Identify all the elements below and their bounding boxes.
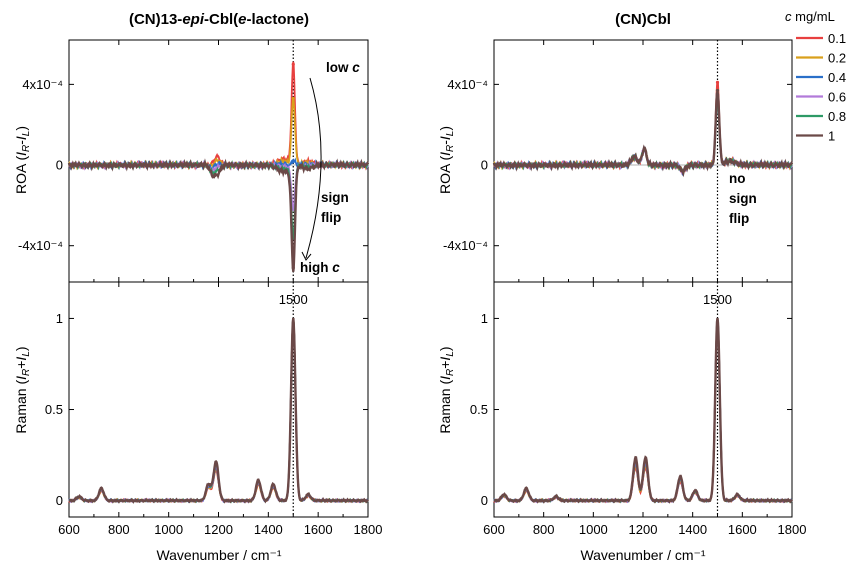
x-tick-label: 1400	[254, 522, 283, 537]
y-tick-label: -4x10⁻⁴	[18, 238, 63, 253]
annotation-high-c: high c	[300, 260, 340, 275]
right-raman-marker-label: 1500	[703, 292, 732, 307]
x-tick-label: 1000	[579, 522, 608, 537]
x-tick-label: 1600	[304, 522, 333, 537]
y-tick-label: 0.5	[45, 402, 63, 417]
legend-label: 0.6	[828, 90, 846, 105]
y-tick-label: 1	[56, 311, 63, 326]
legend-label: 0.4	[828, 70, 846, 85]
left-roa-peak-point	[291, 96, 295, 101]
y-tick-label: 4x10⁻⁴	[22, 77, 63, 92]
y-tick-label: 4x10⁻⁴	[447, 77, 488, 92]
annotation-arrowhead	[301, 251, 312, 261]
annotation-no: no	[729, 171, 746, 186]
legend-label: 0.2	[828, 51, 846, 66]
annotation-no-flip: flip	[729, 211, 749, 226]
left-roa-peak-point	[291, 266, 295, 270]
right-roa-series-line	[492, 91, 794, 178]
x-tick-label: 1200	[629, 522, 658, 537]
y-tick-label: 0	[56, 158, 63, 173]
right-raman-ylabel: Raman (IR+IL)	[437, 346, 456, 433]
left-roa-plot: 4x10⁻⁴ 0 -4x10⁻⁴	[18, 39, 370, 283]
annotation-sign: sign	[321, 190, 349, 205]
right-roa-peak-point	[715, 80, 720, 84]
y-tick-label: 0	[56, 493, 63, 508]
x-tick-label: 1200	[204, 522, 233, 537]
y-tick-label: 0.5	[470, 402, 488, 417]
left-raman-series-line	[68, 317, 370, 504]
right-roa-plot: 4x10⁻⁴ 0 -4x10⁻⁴	[443, 39, 794, 283]
right-panel-title: (CN)Cbl	[615, 11, 671, 28]
y-tick-label: -4x10⁻⁴	[443, 238, 488, 253]
left-roa-peak-point	[291, 62, 295, 66]
left-raman-marker-label: 1500	[279, 292, 308, 307]
annotation-low-c: low c	[326, 60, 360, 75]
y-tick-label: 0	[481, 493, 488, 508]
legend-label: 1	[828, 129, 835, 144]
annotation-no-sign: sign	[729, 191, 757, 206]
y-tick-label: 0	[481, 158, 488, 173]
legend-label: 0.1	[828, 31, 846, 46]
left-roa-series-line	[68, 61, 369, 171]
x-tick-label: 1600	[728, 522, 757, 537]
right-roa-ylabel: ROA (IR-IL)	[437, 126, 456, 194]
right-roa-peak-point	[715, 88, 720, 93]
left-roa-peak-point	[291, 159, 295, 163]
right-raman-series-line	[493, 317, 794, 504]
x-tick-label: 600	[483, 522, 505, 537]
x-tick-label: 1000	[154, 522, 183, 537]
legend-label: 0.8	[828, 109, 846, 124]
annotation-flip: flip	[321, 210, 341, 225]
right-xlabel: Wavenumber / cm⁻¹	[580, 547, 705, 563]
x-tick-label: 1800	[354, 522, 383, 537]
x-tick-label: 1800	[778, 522, 807, 537]
left-xlabel: Wavenumber / cm⁻¹	[156, 547, 281, 563]
x-tick-label: 800	[108, 522, 130, 537]
legend-title: c mg/mL	[785, 9, 835, 24]
right-roa-series-line	[493, 81, 793, 173]
annotation-arrow	[305, 77, 322, 259]
left-raman-ylabel: Raman (IR+IL)	[13, 346, 32, 433]
x-tick-label: 800	[533, 522, 555, 537]
x-tick-label: 600	[58, 522, 80, 537]
left-panel-title: (CN)13-epi-Cbl(e-lactone)	[129, 11, 309, 28]
y-tick-label: 1	[481, 311, 488, 326]
x-tick-label: 1400	[678, 522, 707, 537]
left-raman-plot: 600 800 1000 1200 1400 1600 1800 1 0.5 0 1500	[45, 281, 383, 537]
right-raman-plot: 600 800 1000 1200 1400 1600 1800 1 0.5 0 1500	[470, 281, 807, 537]
left-roa-ylabel: ROA (IR-IL)	[13, 126, 32, 194]
legend: c mg/mL 0.1 0.2 0.4 0.6 0.8 1	[785, 9, 846, 144]
left-roa-series-line	[67, 158, 370, 272]
left-roa-peak-point	[291, 207, 295, 211]
